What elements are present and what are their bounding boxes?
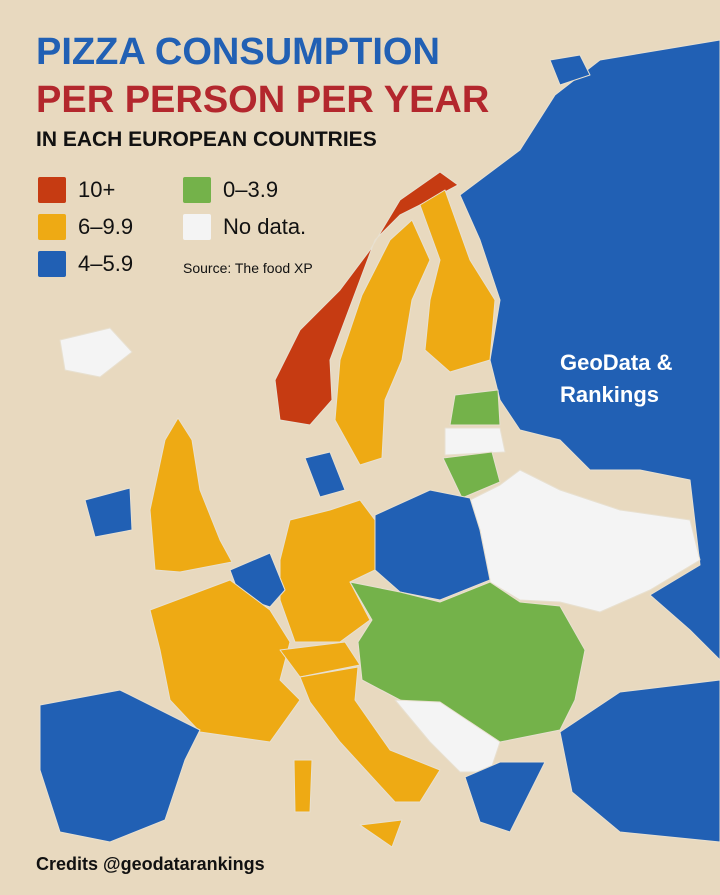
latvia bbox=[444, 427, 506, 456]
legend-label: 0–3.9 bbox=[223, 177, 278, 202]
credits: Credits @geodatarankings bbox=[36, 854, 265, 874]
greece bbox=[464, 761, 546, 833]
sweden bbox=[334, 219, 431, 466]
source: Source: The food XP bbox=[183, 260, 313, 276]
legend-swatch bbox=[183, 214, 211, 240]
countries bbox=[39, 39, 720, 848]
watermark-line-2: Rankings bbox=[560, 382, 659, 407]
legend-swatch bbox=[183, 177, 211, 203]
legend-swatch bbox=[38, 177, 66, 203]
baltics-north bbox=[449, 389, 501, 426]
sardinia bbox=[293, 759, 313, 813]
germany bbox=[279, 499, 376, 643]
iberia bbox=[39, 689, 201, 843]
poland bbox=[374, 489, 491, 601]
legend-swatch bbox=[38, 251, 66, 277]
iceland bbox=[59, 327, 133, 378]
legend-label: 6–9.9 bbox=[78, 214, 133, 239]
legend-label: 10+ bbox=[78, 177, 115, 202]
watermark-line-1: GeoData & bbox=[560, 350, 673, 375]
denmark bbox=[304, 451, 346, 498]
balkans bbox=[394, 699, 501, 773]
italy bbox=[299, 666, 441, 803]
kola-island bbox=[549, 54, 591, 86]
france bbox=[149, 579, 301, 743]
legend: 10+ 6–9.9 4–5.9 0–3.9 No data. bbox=[38, 177, 306, 277]
uk bbox=[149, 417, 233, 573]
title-line-1: PIZZA CONSUMPTION bbox=[36, 31, 440, 73]
legend-swatch bbox=[38, 214, 66, 240]
sicily bbox=[359, 819, 403, 848]
lithuania bbox=[442, 451, 501, 499]
subtitle: IN EACH EUROPEAN COUNTRIES bbox=[36, 128, 377, 151]
ireland bbox=[84, 487, 133, 538]
title-line-2: PER PERSON PER YEAR bbox=[36, 79, 489, 121]
legend-label: 4–5.9 bbox=[78, 251, 133, 276]
finland bbox=[419, 189, 496, 373]
legend-label: No data. bbox=[223, 214, 306, 239]
turkey bbox=[559, 679, 720, 843]
